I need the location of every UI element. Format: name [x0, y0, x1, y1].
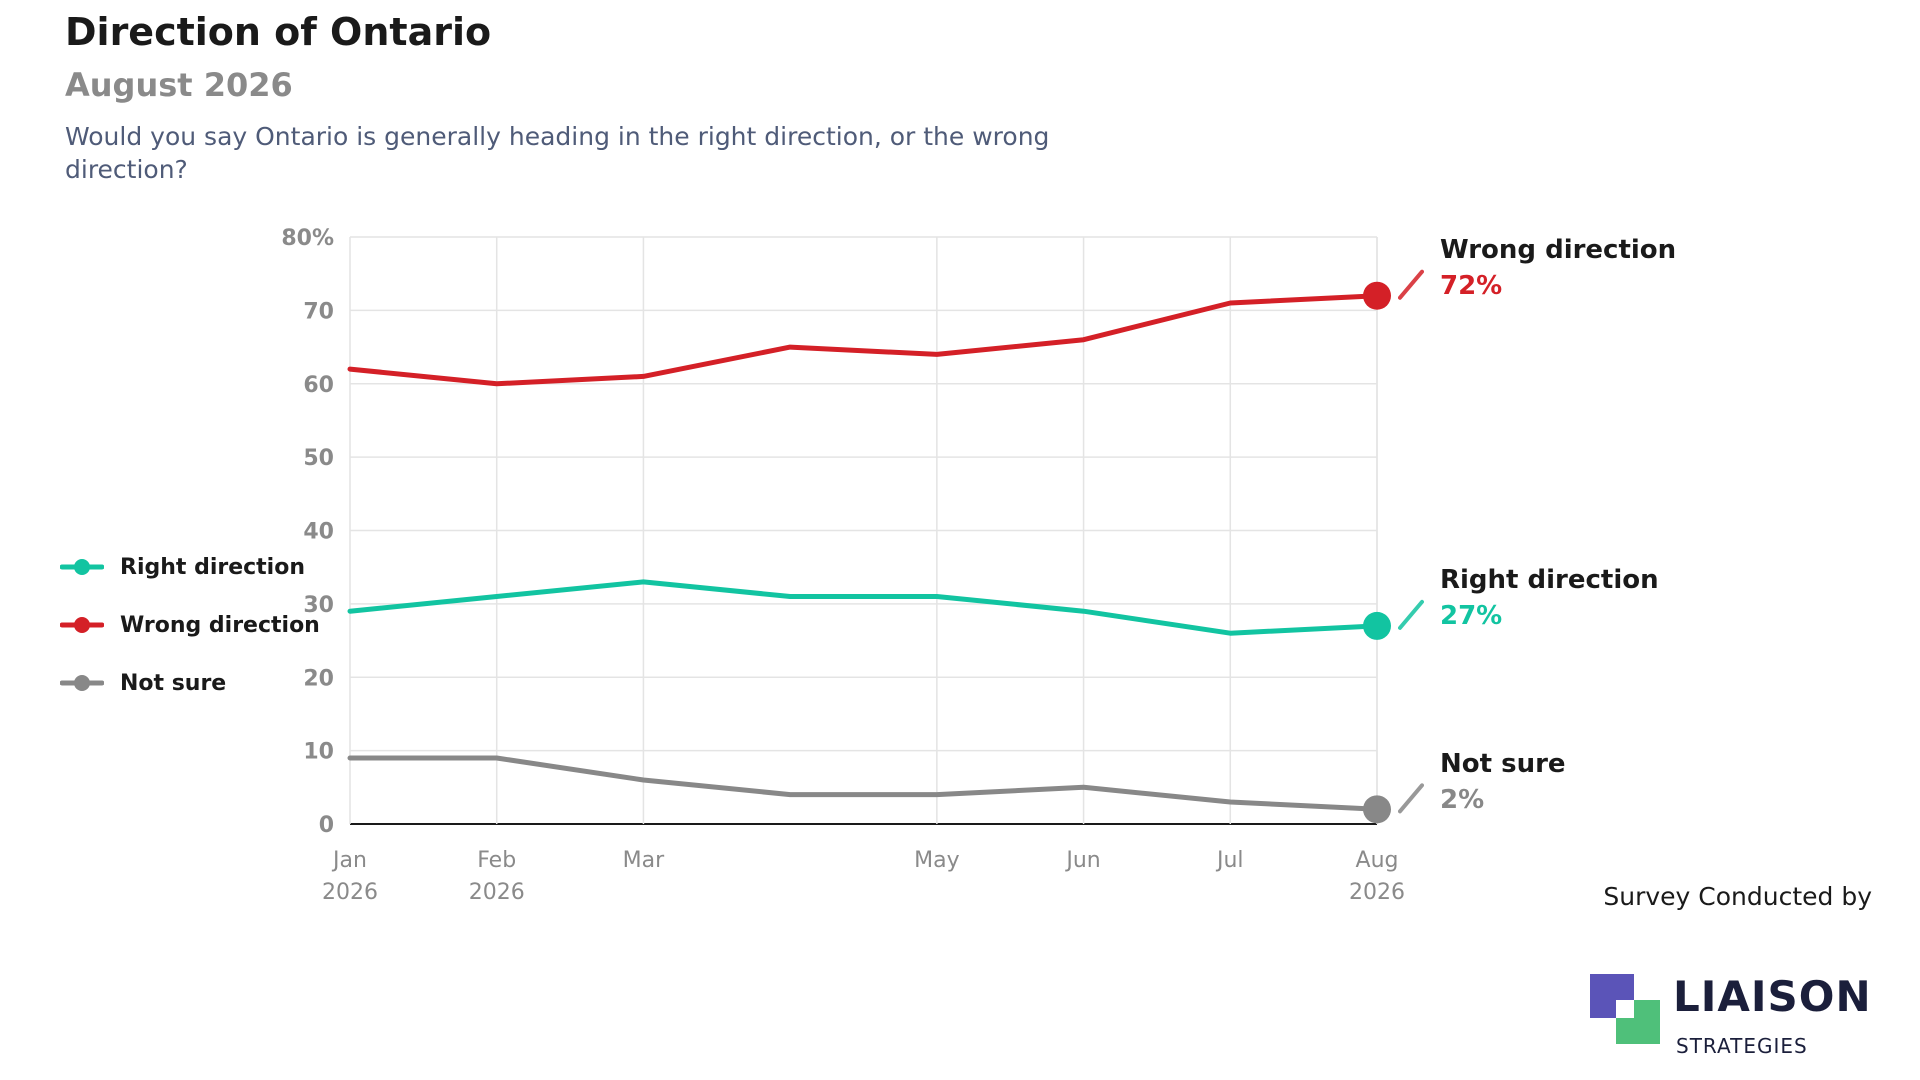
legend-item-right: Right direction — [60, 538, 320, 596]
x-tick-label-4: Jun — [1064, 848, 1100, 873]
y-tick-label-3: 30 — [303, 593, 334, 618]
end-label-value-right: 27% — [1440, 601, 1502, 631]
series-end-marker-notsure — [1363, 795, 1391, 824]
x-tick-label-5: Jul — [1215, 848, 1244, 873]
end-label-name-wrong: Wrong direction — [1440, 235, 1676, 265]
x-tick-sublabel-1: 2026 — [469, 880, 525, 905]
series-line-right — [347, 579, 1380, 636]
series-line-wrong — [347, 293, 1380, 387]
y-tick-label-2: 20 — [303, 666, 334, 691]
series-connector-wrong — [1398, 269, 1424, 300]
logo-mark-icon — [1590, 974, 1660, 1044]
end-label-value-notsure: 2% — [1440, 785, 1484, 815]
legend-swatch-notsure — [60, 675, 104, 691]
legend-item-notsure: Not sure — [60, 654, 320, 712]
survey-credit: Survey Conducted by — [1603, 882, 1872, 911]
series-end-marker-wrong — [1363, 281, 1391, 310]
series-connector-right — [1398, 599, 1424, 630]
y-tick-label-1: 10 — [303, 740, 334, 765]
y-tick-label-5: 50 — [303, 446, 334, 471]
series-end-marker-right — [1363, 611, 1391, 640]
x-axis-ticks: Jan 2026 Feb 2026 Mar May Jun Jul Aug 2026 — [322, 848, 1405, 905]
logo-name: LIAISON — [1673, 972, 1872, 1021]
legend-label-notsure: Not sure — [120, 670, 227, 696]
legend-swatch-right — [60, 559, 104, 575]
series-lines — [347, 281, 1391, 824]
y-tick-label-4: 40 — [303, 520, 334, 545]
x-tick-label-2: Mar — [623, 848, 665, 873]
x-tick-label-3: May — [914, 848, 959, 873]
y-tick-label-6: 60 — [303, 373, 334, 398]
y-axis-ticks: 0 10 20 30 40 50 60 70 80% — [281, 226, 334, 838]
series-line-notsure — [347, 755, 1380, 812]
x-tick-label-0: Jan — [331, 848, 367, 873]
x-tick-label-6: Aug — [1356, 848, 1399, 873]
y-tick-label-7: 70 — [303, 299, 334, 324]
end-label-name-notsure: Not sure — [1440, 749, 1566, 779]
survey-question: Would you say Ontario is generally headi… — [65, 122, 1050, 184]
logo-subtitle: STRATEGIES — [1676, 1034, 1808, 1058]
end-annotations: Right direction 27% Wrong direction 72% Not … — [1398, 235, 1676, 815]
legend: Right direction Wrong direction Not sure — [60, 538, 320, 712]
end-label-value-wrong: 72% — [1440, 271, 1502, 301]
legend-label-right: Right direction — [120, 554, 306, 580]
legend-swatch-wrong — [60, 617, 104, 633]
x-tick-sublabel-6: 2026 — [1349, 880, 1405, 905]
end-label-name-right: Right direction — [1440, 565, 1659, 595]
y-tick-label-0: 0 — [319, 813, 334, 838]
legend-item-wrong: Wrong direction — [60, 596, 320, 654]
chart-title: Direction of Ontario — [65, 10, 492, 54]
chart-subtitle: August 2026 — [65, 66, 293, 104]
x-tick-sublabel-0: 2026 — [322, 880, 378, 905]
legend-label-wrong: Wrong direction — [120, 612, 320, 638]
grid-lines — [349, 236, 1378, 825]
y-tick-label-8: 80% — [281, 226, 334, 251]
x-tick-label-1: Feb — [477, 848, 516, 873]
series-connector-notsure — [1398, 783, 1424, 814]
